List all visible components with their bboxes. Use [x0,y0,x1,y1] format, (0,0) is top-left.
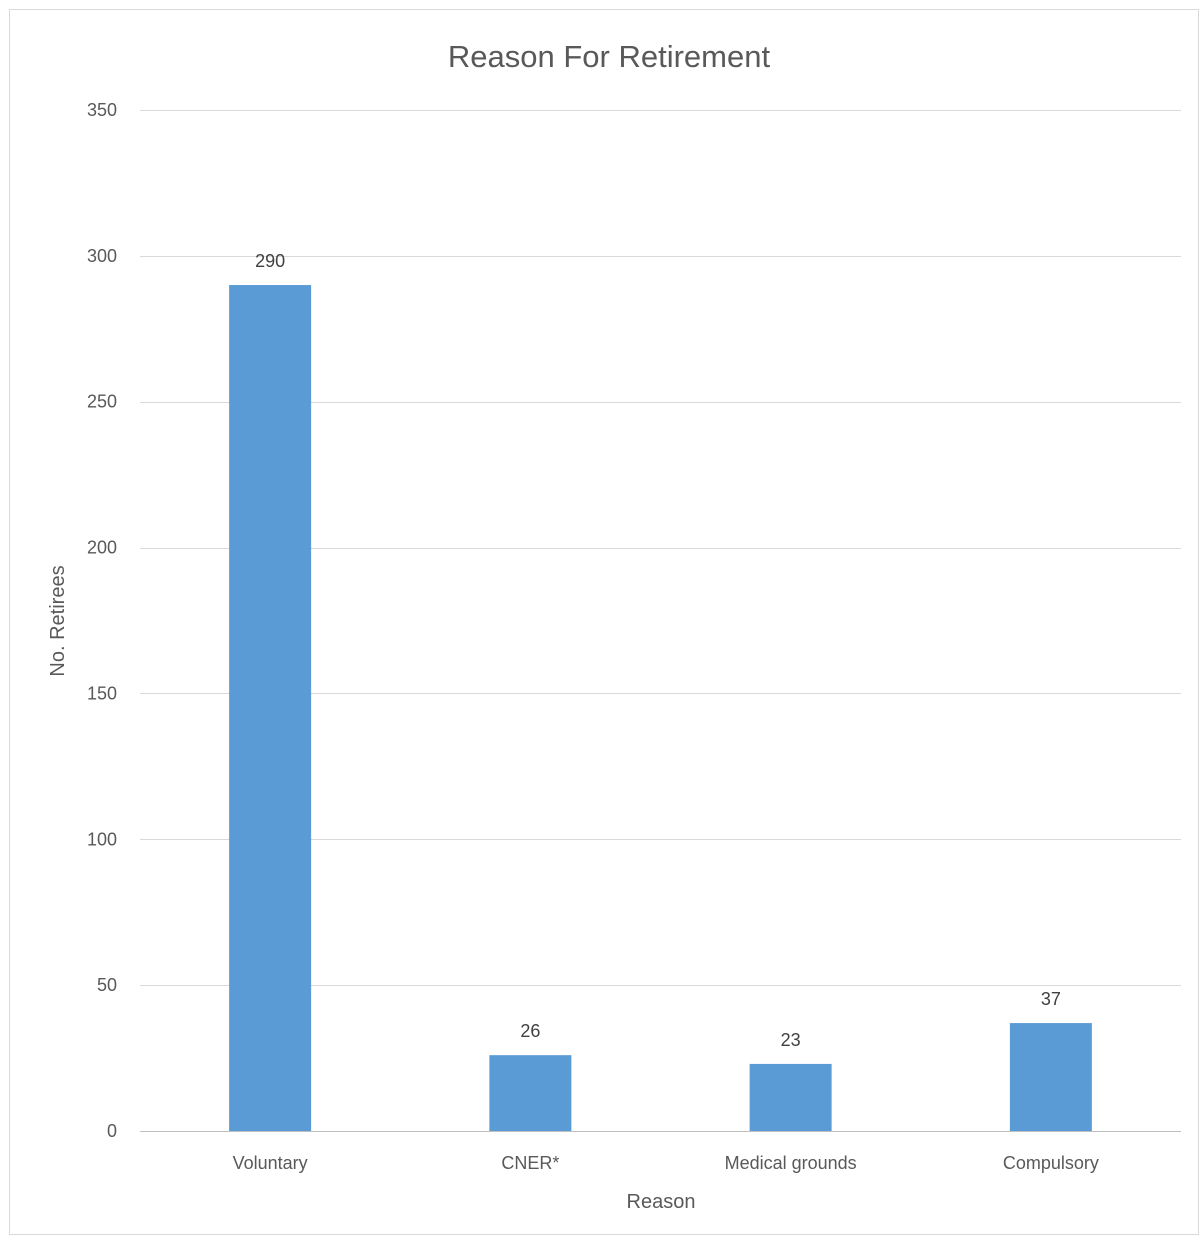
x-tick-label: Voluntary [233,1153,308,1173]
chart-title: Reason For Retirement [448,39,771,74]
y-tick-label: 250 [87,392,117,412]
x-axis-label: Reason [627,1191,696,1213]
y-axis-label: No. Retirees [47,565,69,676]
data-label: 37 [1041,989,1061,1009]
bar [229,285,312,1131]
y-tick-label: 350 [87,100,117,120]
y-tick-label: 100 [87,829,117,849]
bar [489,1055,572,1131]
y-tick-label: 0 [107,1121,117,1141]
bar [749,1063,832,1131]
x-axis-ticks: Voluntary CNER* Medical grounds Compulsory [233,1153,1099,1173]
gridlines [140,110,1181,1132]
y-tick-label: 150 [87,683,117,703]
x-tick-label: CNER* [501,1153,559,1173]
data-labels: 290 26 23 37 [255,251,1061,1050]
y-axis-ticks: 0 50 100 150 200 250 300 350 [87,100,117,1141]
y-tick-label: 50 [97,975,117,995]
bars [229,285,1092,1131]
x-tick-label: Medical grounds [725,1153,857,1173]
chart-area [9,9,1199,1235]
x-tick-label: Compulsory [1003,1153,1099,1173]
y-tick-label: 300 [87,246,117,266]
y-tick-label: 200 [87,538,117,558]
bar [1009,1023,1092,1131]
data-label: 23 [781,1030,801,1050]
data-label: 290 [255,251,285,271]
data-label: 26 [520,1021,540,1041]
